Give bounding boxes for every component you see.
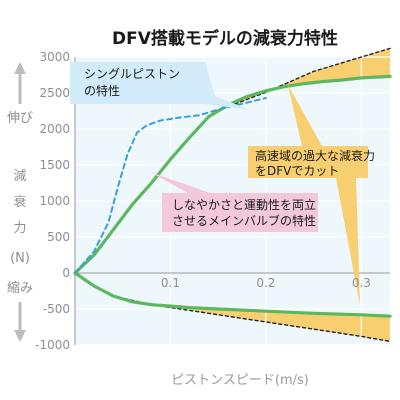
dfv-cut-callout-line-1: 高速域の過大な減衰力 [255, 148, 375, 163]
y-axis-label-char-2: 衰 [13, 194, 26, 210]
y-tick-label-6: 0 [62, 266, 70, 280]
y-axis-unit-label: (N) [10, 251, 30, 266]
balance-callout-box [150, 172, 318, 232]
x-axis-label: ピストンスピード(m/s) [171, 373, 309, 388]
single-piston-callout-line-2: の特性 [84, 83, 120, 98]
y-tick-label-5: 500 [47, 230, 70, 244]
y-tick-label-4: 1000 [39, 194, 70, 208]
y-tick-label-2: 2000 [39, 122, 70, 136]
x-tick-label-1: 0.2 [256, 276, 275, 290]
x-tick-label-0: 0.1 [161, 276, 180, 290]
balance-callout-line-1: しなやかさと運動性を両立 [172, 197, 316, 212]
chart-title: DFV搭載モデルの減衰力特性 [112, 28, 338, 49]
y-axis-up-arrow [14, 62, 26, 74]
y-axis-down-arrow [14, 330, 26, 342]
series-dfv-compression [73, 271, 392, 318]
y-tick-label-0: 3000 [39, 50, 70, 64]
single-piston-callout-line-1: シングルピストン [84, 67, 180, 81]
y-axis-label-char-1: 減 [13, 168, 26, 184]
series-single-piston [74, 97, 267, 274]
y-tick-label-8: -1000 [35, 338, 70, 352]
x-tick-label-2: 0.3 [352, 276, 371, 290]
difference-band-1 [218, 48, 390, 111]
y-axis-upper-label: 伸び [7, 111, 33, 126]
y-axis-label: 伸び 減 衰 力 (N) 縮み [7, 111, 33, 296]
y-axis-lower-label: 縮み [7, 280, 33, 296]
y-tick-label-7: -500 [43, 302, 70, 316]
y-tick-label-1: 2500 [39, 86, 70, 100]
y-axis-label-char-3: 力 [13, 221, 26, 236]
single-piston-callout-box [70, 62, 250, 110]
balance-callout-line-2: させるメインバルブの特性 [172, 213, 316, 228]
series-conventional-extension [217, 47, 391, 111]
dfv-cut-callout-box [248, 85, 368, 305]
dfv-cut-callout-line-2: をDFVでカット [255, 164, 339, 178]
y-tick-label-3: 1500 [39, 158, 70, 172]
